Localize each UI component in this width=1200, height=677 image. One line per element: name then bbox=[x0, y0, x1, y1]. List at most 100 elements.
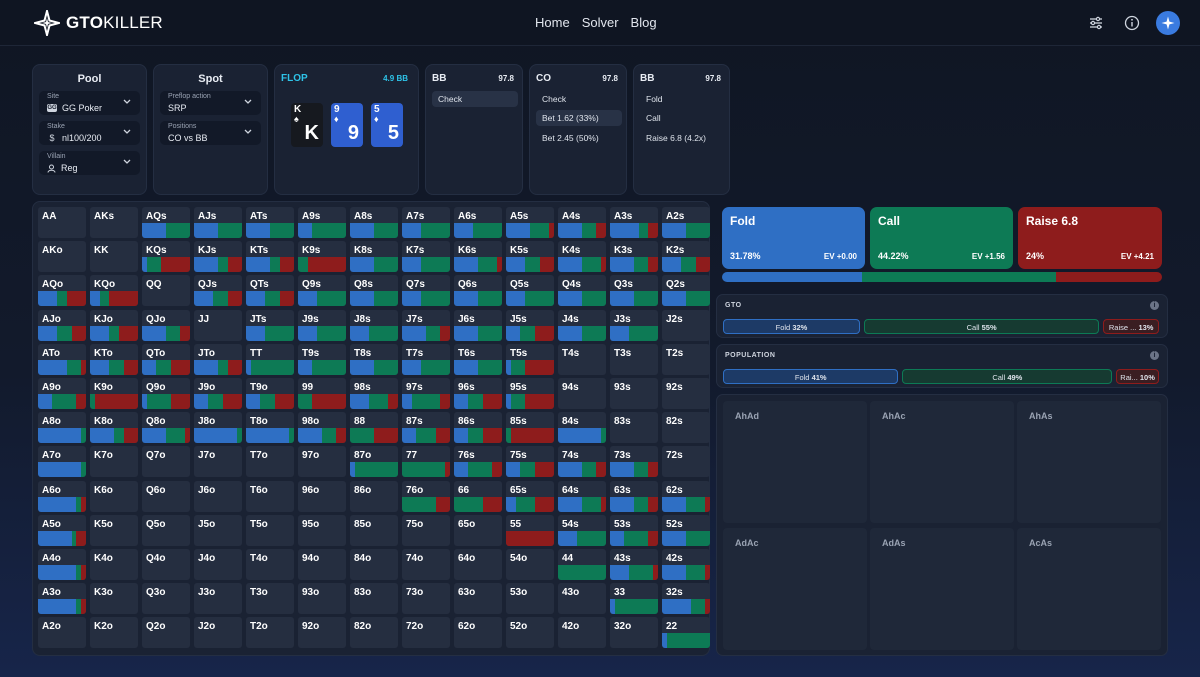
hand-cell[interactable]: 33 bbox=[610, 583, 658, 615]
combo-card[interactable]: AhAd bbox=[723, 401, 867, 523]
hand-cell[interactable]: 87s bbox=[402, 412, 450, 444]
hand-cell[interactable]: A8s bbox=[350, 207, 398, 238]
hand-cell[interactable]: Q5o bbox=[142, 514, 190, 546]
hand-cell[interactable]: 82o bbox=[350, 617, 398, 649]
hand-cell[interactable]: Q2s bbox=[662, 275, 710, 307]
hand-cell[interactable]: 95s bbox=[506, 378, 554, 409]
hand-cell[interactable]: 82s bbox=[662, 412, 710, 444]
nav-home-link[interactable]: Home bbox=[535, 15, 570, 30]
hand-cell[interactable]: J3o bbox=[194, 583, 242, 615]
hand-cell[interactable]: JTo bbox=[194, 343, 242, 375]
hand-cell[interactable]: KJo bbox=[90, 309, 138, 341]
hand-cell[interactable]: K3s bbox=[610, 241, 658, 273]
history-action-item[interactable]: Raise 6.8 (4.2x) bbox=[646, 133, 706, 143]
hand-cell[interactable]: K6o bbox=[90, 480, 138, 512]
hand-cell[interactable]: 72s bbox=[662, 446, 710, 478]
hand-cell[interactable]: 66 bbox=[454, 480, 502, 512]
preflop-action-select[interactable]: Preflop action SRP bbox=[160, 91, 261, 115]
site-select[interactable]: Site GG GG Poker bbox=[39, 91, 140, 115]
strategy-pill[interactable]: Fold 32% bbox=[723, 319, 860, 334]
hand-cell[interactable]: 93o bbox=[298, 583, 346, 615]
info-icon[interactable]: i bbox=[1150, 351, 1159, 360]
history-action-item[interactable]: Bet 1.62 (33%) bbox=[536, 110, 622, 126]
stake-select[interactable]: Stake $ nl100/200 bbox=[39, 121, 140, 145]
hand-cell[interactable]: A2o bbox=[38, 617, 86, 649]
combo-card[interactable]: AhAs bbox=[1017, 401, 1161, 523]
hand-cell[interactable]: T7o bbox=[246, 446, 294, 478]
hand-cell[interactable]: 96o bbox=[298, 480, 346, 512]
hand-cell[interactable]: K2s bbox=[662, 241, 710, 273]
hand-cell[interactable]: 99 bbox=[298, 378, 346, 409]
hand-cell[interactable]: 64s bbox=[558, 480, 606, 512]
history-action-item[interactable]: Fold bbox=[646, 94, 663, 104]
nav-solver-link[interactable]: Solver bbox=[581, 15, 619, 30]
hand-cell[interactable]: 62o bbox=[454, 617, 502, 649]
strategy-pill[interactable]: Raise ... 13% bbox=[1103, 319, 1159, 334]
hand-cell[interactable]: K7o bbox=[90, 446, 138, 478]
hand-cell[interactable]: Q2o bbox=[142, 617, 190, 649]
combo-card[interactable]: AcAs bbox=[1017, 528, 1161, 650]
hand-cell[interactable]: AQo bbox=[38, 275, 86, 307]
hand-cell[interactable]: 53o bbox=[506, 583, 554, 615]
hand-cell[interactable]: 94o bbox=[298, 549, 346, 580]
hand-cell[interactable]: Q8o bbox=[142, 412, 190, 444]
hand-cell[interactable]: 65o bbox=[454, 514, 502, 546]
hand-cell[interactable]: T8s bbox=[350, 343, 398, 375]
hand-cell[interactable]: J2o bbox=[194, 617, 242, 649]
hand-cell[interactable]: Q3o bbox=[142, 583, 190, 615]
hand-cell[interactable]: T7s bbox=[402, 343, 450, 375]
strategy-pill[interactable]: Rai... 10% bbox=[1116, 369, 1159, 384]
hand-cell[interactable]: K4o bbox=[90, 549, 138, 580]
hand-cell[interactable]: 97o bbox=[298, 446, 346, 478]
logo[interactable]: GTOKILLER bbox=[34, 10, 163, 36]
hand-cell[interactable]: 94s bbox=[558, 378, 606, 409]
hand-cell[interactable]: AA bbox=[38, 207, 86, 238]
hand-cell[interactable]: A8o bbox=[38, 412, 86, 444]
hand-cell[interactable]: KTo bbox=[90, 343, 138, 375]
hand-cell[interactable]: J6s bbox=[454, 309, 502, 341]
hand-cell[interactable]: T8o bbox=[246, 412, 294, 444]
hand-cell[interactable]: 62s bbox=[662, 480, 710, 512]
hand-cell[interactable]: 77 bbox=[402, 446, 450, 478]
hand-cell[interactable]: 84s bbox=[558, 412, 606, 444]
hand-cell[interactable]: A7o bbox=[38, 446, 86, 478]
villain-select[interactable]: Villain Reg bbox=[39, 151, 140, 175]
board-panel[interactable]: FLOP 4.9 BB K ♠ K 9 ♦ 9 5 ♦ 5 bbox=[274, 64, 419, 195]
hand-cell[interactable]: Q5s bbox=[506, 275, 554, 307]
hand-cell[interactable]: 93s bbox=[610, 378, 658, 409]
hand-cell[interactable]: 76o bbox=[402, 480, 450, 512]
hand-cell[interactable]: Q9s bbox=[298, 275, 346, 307]
hand-cell[interactable]: 43s bbox=[610, 549, 658, 580]
hand-cell[interactable]: K2o bbox=[90, 617, 138, 649]
hand-cell[interactable]: 95o bbox=[298, 514, 346, 546]
strategy-pill[interactable]: Call 49% bbox=[902, 369, 1113, 384]
hand-cell[interactable]: J4o bbox=[194, 549, 242, 580]
hand-cell[interactable]: A9s bbox=[298, 207, 346, 238]
combo-card[interactable]: AdAs bbox=[870, 528, 1014, 650]
hand-cell[interactable]: Q4s bbox=[558, 275, 606, 307]
hand-cell[interactable]: A5o bbox=[38, 514, 86, 546]
hand-cell[interactable]: T3o bbox=[246, 583, 294, 615]
hand-cell[interactable]: 43o bbox=[558, 583, 606, 615]
hand-cell[interactable]: T2o bbox=[246, 617, 294, 649]
hand-cell[interactable]: TT bbox=[246, 343, 294, 375]
combo-card[interactable]: AdAc bbox=[723, 528, 867, 650]
hand-cell[interactable]: QJo bbox=[142, 309, 190, 341]
hand-cell[interactable]: 52o bbox=[506, 617, 554, 649]
hand-cell[interactable]: QTs bbox=[246, 275, 294, 307]
hand-cell[interactable]: 76s bbox=[454, 446, 502, 478]
hand-cell[interactable]: K6s bbox=[454, 241, 502, 273]
call-summary[interactable]: Call 44.22% EV +1.56 bbox=[870, 207, 1013, 269]
hand-cell[interactable]: K8s bbox=[350, 241, 398, 273]
hand-cell[interactable]: 88 bbox=[350, 412, 398, 444]
hand-cell[interactable]: AKo bbox=[38, 241, 86, 273]
hand-cell[interactable]: Q7o bbox=[142, 446, 190, 478]
history-action-item[interactable]: Check bbox=[432, 91, 518, 107]
hand-cell[interactable]: J9s bbox=[298, 309, 346, 341]
positions-select[interactable]: Positions CO vs BB bbox=[160, 121, 261, 145]
hand-cell[interactable]: A5s bbox=[506, 207, 554, 238]
hand-cell[interactable]: 83s bbox=[610, 412, 658, 444]
hand-cell[interactable]: 65s bbox=[506, 480, 554, 512]
hand-cell[interactable]: K5o bbox=[90, 514, 138, 546]
hand-cell[interactable]: K7s bbox=[402, 241, 450, 273]
